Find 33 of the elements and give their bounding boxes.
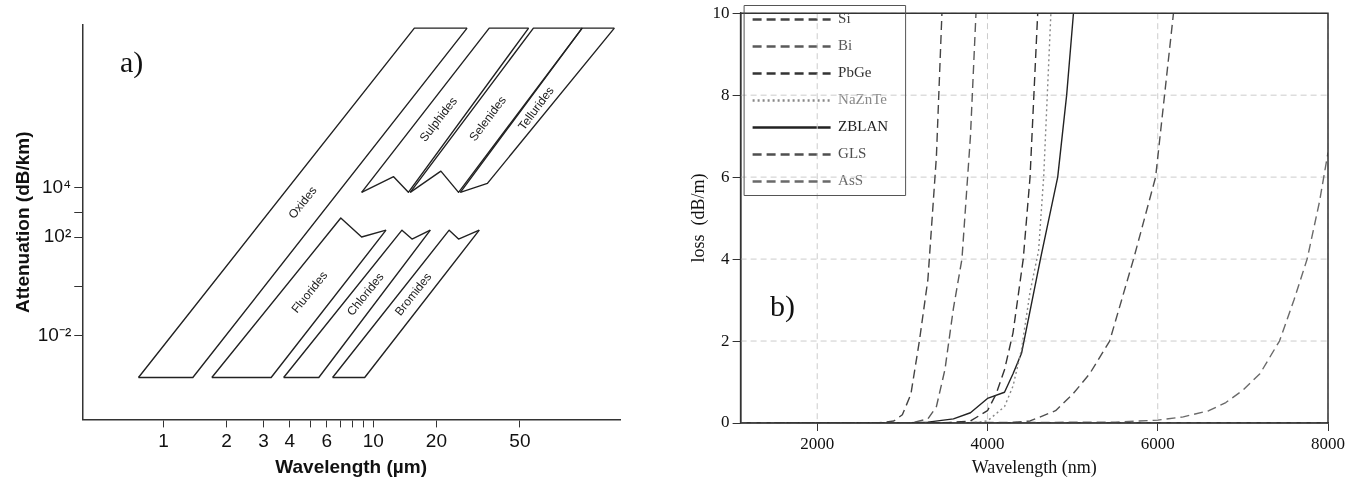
y-tick-label: 10² bbox=[43, 225, 72, 247]
x-tick-label: 4000 bbox=[970, 433, 1005, 453]
x-tick-label: 2000 bbox=[800, 433, 835, 453]
text: PbGe bbox=[838, 64, 872, 81]
y-tick-label: 2 bbox=[721, 330, 730, 350]
y-tick-label: 10⁴ bbox=[41, 175, 72, 197]
x-tick-label: 8000 bbox=[1311, 433, 1345, 453]
y-axis-title: loss (dB/m) bbox=[687, 173, 709, 263]
x-tick-label: 20 bbox=[425, 430, 447, 452]
text: AsS bbox=[838, 172, 864, 189]
y-tick-label: 6 bbox=[721, 166, 730, 186]
y-tick-label: 0 bbox=[721, 412, 730, 432]
x-tick-label: 4 bbox=[284, 430, 296, 452]
annotation: a) bbox=[119, 45, 144, 80]
text: ZBLAN bbox=[838, 118, 889, 135]
y-tick-label: 10⁻² bbox=[37, 323, 72, 345]
x-tick-label: 2 bbox=[221, 430, 232, 452]
annotation: b) bbox=[769, 289, 795, 324]
x-tick-label: 6000 bbox=[1140, 433, 1175, 453]
x-tick-label: 6 bbox=[321, 430, 333, 452]
x-tick-label: 10 bbox=[362, 430, 384, 452]
x-tick-label: 3 bbox=[258, 430, 269, 452]
text: GLS bbox=[838, 145, 867, 162]
x-axis-title: Wavelength (µm) bbox=[275, 455, 427, 477]
y-tick-label: 8 bbox=[721, 84, 730, 104]
y-tick-label: 4 bbox=[721, 248, 731, 268]
x-tick-label: 50 bbox=[509, 430, 531, 452]
text: Bi bbox=[838, 37, 853, 54]
text: NaZnTe bbox=[838, 91, 888, 108]
x-tick-label: 1 bbox=[158, 430, 169, 452]
y-axis-title: Attenuation (dB/km) bbox=[11, 131, 33, 313]
x-axis-title: Wavelength (nm) bbox=[971, 456, 1097, 478]
y-tick-label: 10 bbox=[712, 2, 730, 22]
